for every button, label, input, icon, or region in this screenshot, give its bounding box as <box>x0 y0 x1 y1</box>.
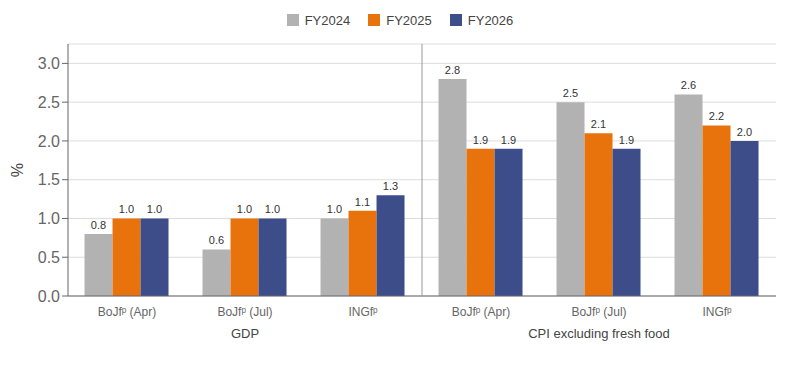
svg-text:2.0: 2.0 <box>38 133 60 150</box>
svg-text:0.8: 0.8 <box>91 219 106 231</box>
svg-text:1.0: 1.0 <box>265 203 280 215</box>
svg-text:2.0: 2.0 <box>737 126 752 138</box>
svg-text:0.6: 0.6 <box>209 234 224 246</box>
svg-text:3.0: 3.0 <box>38 55 60 72</box>
svg-text:1.3: 1.3 <box>383 180 398 192</box>
svg-text:BoJfᵖ (Apr): BoJfᵖ (Apr) <box>452 305 511 319</box>
svg-text:2.8: 2.8 <box>445 64 460 76</box>
svg-text:2.6: 2.6 <box>681 79 696 91</box>
svg-text:2.2: 2.2 <box>709 110 724 122</box>
svg-text:2.1: 2.1 <box>591 118 606 130</box>
svg-text:1.0: 1.0 <box>327 203 342 215</box>
svg-text:1.0: 1.0 <box>38 210 60 227</box>
svg-text:2.5: 2.5 <box>563 87 578 99</box>
svg-text:0.5: 0.5 <box>38 249 60 266</box>
svg-text:INGfᵖ: INGfᵖ <box>348 305 378 319</box>
svg-text:BoJfᵖ (Apr): BoJfᵖ (Apr) <box>98 305 157 319</box>
svg-text:2.5: 2.5 <box>38 94 60 111</box>
svg-text:%: % <box>9 163 26 177</box>
svg-text:1.9: 1.9 <box>501 134 516 146</box>
svg-text:1.9: 1.9 <box>619 134 634 146</box>
svg-text:BoJfᵖ (Jul): BoJfᵖ (Jul) <box>571 305 626 319</box>
svg-text:INGfᵖ: INGfᵖ <box>702 305 732 319</box>
svg-text:BoJfᵖ (Jul): BoJfᵖ (Jul) <box>217 305 272 319</box>
svg-text:1.9: 1.9 <box>473 134 488 146</box>
svg-text:0.0: 0.0 <box>38 288 60 305</box>
html-text:FY2026: FY2026 <box>467 12 514 28</box>
svg-text:GDP: GDP <box>231 326 259 341</box>
svg-text:CPI excluding fresh food: CPI excluding fresh food <box>528 326 670 341</box>
html-text:FY2025: FY2025 <box>386 12 432 28</box>
svg-text:1.0: 1.0 <box>147 203 162 215</box>
svg-text:1.5: 1.5 <box>38 171 60 188</box>
svg-text:1.0: 1.0 <box>119 203 134 215</box>
html-text:FY2024: FY2024 <box>304 12 351 28</box>
svg-text:1.1: 1.1 <box>355 196 370 208</box>
svg-text:1.0: 1.0 <box>237 203 252 215</box>
